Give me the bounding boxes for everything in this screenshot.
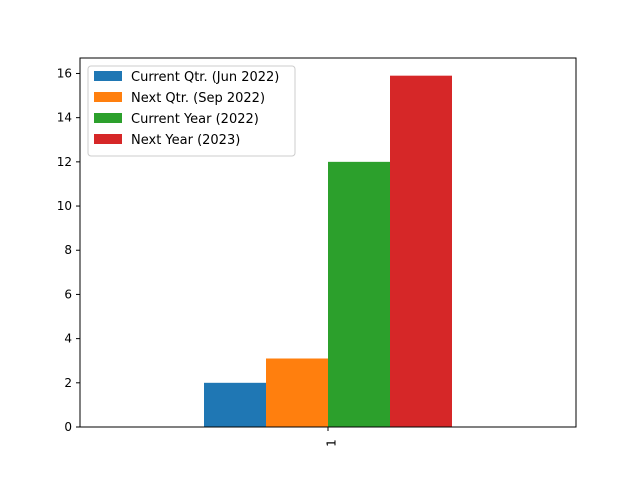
y-tick-label: 10 bbox=[57, 199, 72, 213]
y-tick-label: 2 bbox=[64, 376, 72, 390]
y-tick-label: 8 bbox=[64, 243, 72, 257]
bars-layer bbox=[204, 75, 452, 428]
bar-3 bbox=[328, 161, 390, 428]
legend-swatch bbox=[94, 113, 122, 123]
y-tick-label: 12 bbox=[57, 155, 72, 169]
bar-2 bbox=[266, 358, 328, 427]
y-tick-label: 16 bbox=[57, 66, 72, 80]
y-tick-label: 6 bbox=[64, 287, 72, 301]
legend-label: Current Year (2022) bbox=[131, 112, 259, 127]
legend-label: Current Qtr. (Jun 2022) bbox=[131, 70, 279, 85]
legend-label: Next Qtr. (Sep 2022) bbox=[131, 91, 265, 106]
y-tick-label: 0 bbox=[64, 420, 72, 434]
legend-label: Next Year (2023) bbox=[131, 133, 240, 148]
legend-swatch bbox=[94, 71, 122, 81]
legend-swatch bbox=[94, 92, 122, 102]
legend-box bbox=[87, 65, 296, 157]
plot-frame bbox=[79, 57, 577, 428]
bar-1 bbox=[204, 382, 266, 427]
y-tick-label: 14 bbox=[57, 111, 72, 125]
bar-4 bbox=[390, 75, 452, 428]
y-tick-label: 4 bbox=[64, 332, 72, 346]
x-tick-label: 1 bbox=[325, 439, 339, 447]
legend-swatch bbox=[94, 134, 122, 144]
legend: Current Qtr. (Jun 2022) Next Qtr. (Sep 20… bbox=[87, 65, 296, 157]
